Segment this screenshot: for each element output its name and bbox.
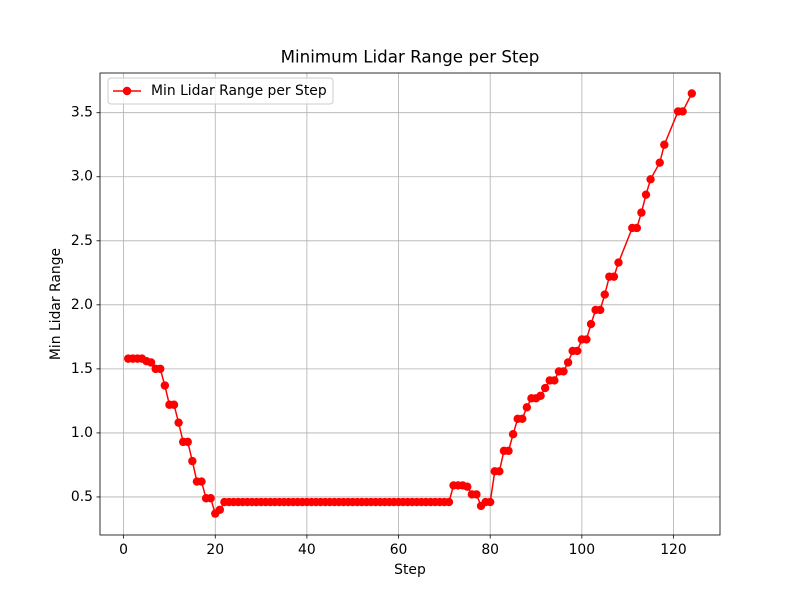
y-tick-label: 3.5 — [71, 105, 93, 121]
x-tick-label: 40 — [298, 542, 316, 558]
y-tick-label: 2.0 — [71, 297, 93, 313]
data-point — [522, 403, 532, 412]
y-tick-label: 1.0 — [71, 425, 93, 441]
x-tick-label: 120 — [660, 542, 687, 558]
data-point — [174, 418, 183, 427]
y-tick-label: 3.0 — [71, 169, 93, 185]
data-point — [586, 319, 596, 329]
y-tick-label: 0.5 — [71, 489, 93, 505]
data-point — [188, 456, 197, 466]
data-point — [660, 140, 669, 149]
data-point — [632, 223, 642, 233]
data-point — [197, 477, 206, 486]
data-point — [472, 490, 481, 499]
data-point — [582, 335, 591, 344]
data-point — [495, 467, 504, 476]
x-tick-label: 0 — [119, 542, 128, 558]
data-point — [536, 391, 545, 400]
data-point — [595, 305, 605, 315]
data-point — [444, 497, 454, 507]
x-tick-label: 100 — [569, 542, 596, 558]
data-point — [678, 107, 687, 116]
data-point — [146, 358, 156, 367]
data-point — [600, 290, 609, 299]
data-point — [637, 208, 646, 217]
data-point — [559, 367, 568, 376]
data-point — [169, 400, 179, 409]
data-point — [687, 89, 697, 98]
data-point — [646, 175, 655, 184]
x-axis-label: Step — [394, 562, 426, 578]
data-point — [485, 497, 495, 507]
data-point — [156, 364, 165, 374]
chart-title: Minimum Lidar Range per Step — [281, 47, 540, 67]
data-point — [573, 346, 582, 356]
data-point — [550, 376, 559, 385]
data-point — [540, 383, 550, 393]
data-point — [183, 437, 192, 447]
x-tick-label: 20 — [206, 542, 224, 558]
legend-label: Min Lidar Range per Step — [151, 83, 327, 99]
data-point — [609, 272, 619, 281]
data-point — [206, 494, 215, 503]
x-tick-label: 60 — [390, 542, 408, 558]
legend: Min Lidar Range per Step — [107, 77, 334, 105]
data-point — [563, 358, 573, 367]
data-point — [518, 414, 527, 424]
legend-marker — [122, 86, 132, 96]
data-point — [160, 381, 170, 390]
data-point — [215, 505, 225, 514]
data-point — [504, 446, 513, 456]
y-tick-label: 2.5 — [71, 233, 93, 249]
data-point — [508, 429, 518, 439]
x-tick-label: 80 — [481, 542, 499, 558]
data-point — [463, 482, 472, 491]
legend-box — [107, 77, 334, 105]
axes-frame — [99, 72, 721, 536]
data-point — [641, 190, 651, 199]
y-tick-label: 1.5 — [71, 361, 93, 377]
data-point — [614, 258, 623, 267]
data-point — [655, 158, 664, 167]
y-axis-label: Min Lidar Range — [48, 248, 64, 360]
